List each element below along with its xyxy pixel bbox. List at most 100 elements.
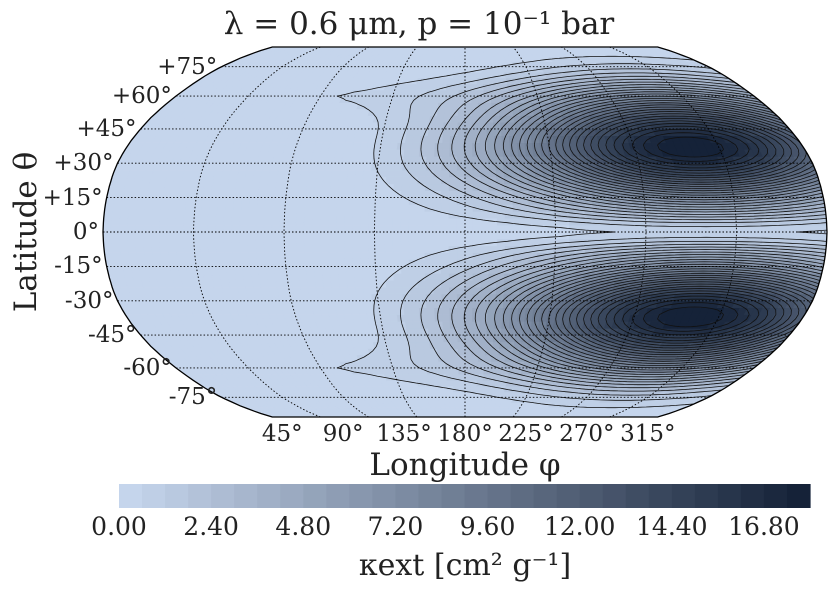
opacity-cell bbox=[392, 211, 402, 219]
opacity-cell bbox=[167, 238, 177, 247]
opacity-cell bbox=[540, 149, 550, 157]
opacity-cell bbox=[464, 396, 471, 403]
opacity-cell bbox=[553, 224, 562, 233]
opacity-cell bbox=[273, 266, 284, 274]
opacity-cell bbox=[312, 252, 322, 260]
opacity-cell bbox=[368, 211, 378, 219]
opacity-cell bbox=[386, 162, 396, 171]
opacity-cell bbox=[271, 224, 281, 233]
opacity-cell bbox=[295, 231, 305, 240]
opacity-cell bbox=[464, 176, 474, 185]
opacity-cell bbox=[436, 115, 445, 123]
opacity-cell bbox=[410, 300, 420, 309]
opacity-cell bbox=[409, 183, 419, 191]
opacity-cell bbox=[480, 272, 490, 281]
opacity-cell bbox=[686, 190, 697, 198]
opacity-cell bbox=[456, 169, 466, 178]
opacity-cell bbox=[223, 217, 233, 226]
opacity-cell bbox=[199, 217, 209, 226]
opacity-cell bbox=[719, 259, 730, 267]
opacity-cell bbox=[736, 204, 746, 212]
opacity-cell bbox=[370, 169, 380, 178]
opacity-cell bbox=[368, 238, 378, 247]
opacity-cell bbox=[296, 211, 306, 219]
opacity-cell bbox=[226, 272, 237, 281]
opacity-cell bbox=[360, 197, 370, 205]
opacity-cell bbox=[257, 190, 268, 198]
opacity-cell bbox=[446, 379, 454, 387]
opacity-cell bbox=[368, 197, 378, 205]
opacity-cell bbox=[267, 279, 278, 288]
opacity-cell bbox=[704, 252, 714, 260]
opacity-cell bbox=[248, 204, 258, 212]
opacity-cell bbox=[307, 169, 318, 178]
opacity-cell bbox=[360, 224, 369, 233]
opacity-cell bbox=[702, 266, 713, 274]
opacity-cell bbox=[257, 266, 268, 274]
opacity-cell bbox=[103, 217, 113, 226]
opacity-cell bbox=[423, 108, 432, 116]
opacity-cell bbox=[292, 286, 302, 295]
opacity-cell bbox=[504, 238, 514, 247]
opacity-cell bbox=[295, 217, 305, 226]
opacity-cell bbox=[441, 156, 451, 164]
opacity-cell bbox=[298, 272, 308, 281]
opacity-cell bbox=[151, 245, 161, 253]
opacity-cell bbox=[301, 293, 311, 302]
opacity-cell bbox=[408, 266, 418, 274]
opacity-cell bbox=[678, 190, 689, 198]
opacity-cell bbox=[242, 183, 253, 191]
opacity-cell bbox=[377, 266, 387, 274]
opacity-cell bbox=[456, 252, 466, 260]
opacity-cell bbox=[184, 197, 195, 205]
opacity-cell bbox=[697, 217, 707, 226]
opacity-cell bbox=[472, 190, 482, 198]
opacity-cell bbox=[478, 348, 487, 356]
opacity-cell bbox=[415, 115, 424, 123]
opacity-cell bbox=[541, 300, 551, 309]
opacity-cell bbox=[448, 176, 458, 185]
opacity-cell bbox=[346, 176, 356, 185]
opacity-cell bbox=[487, 162, 497, 171]
opacity-cell bbox=[296, 259, 307, 267]
opacity-cell bbox=[200, 204, 210, 212]
opacity-cell bbox=[424, 354, 433, 362]
opacity-cell bbox=[143, 245, 153, 253]
opacity-cell bbox=[408, 231, 418, 240]
opacity-cell bbox=[379, 300, 389, 309]
opacity-cell bbox=[151, 211, 161, 219]
opacity-cell bbox=[158, 231, 168, 240]
opacity-cell bbox=[712, 204, 722, 212]
opacity-cell bbox=[337, 183, 348, 191]
opacity-cell bbox=[167, 231, 176, 240]
opacity-cell bbox=[315, 286, 326, 295]
opacity-cell bbox=[488, 224, 498, 233]
opacity-cell bbox=[416, 266, 426, 274]
opacity-cell bbox=[448, 266, 458, 274]
opacity-cell bbox=[409, 272, 419, 281]
opacity-cell bbox=[193, 190, 204, 198]
opacity-cell bbox=[470, 385, 478, 393]
opacity-cell bbox=[301, 162, 311, 171]
opacity-cell bbox=[314, 279, 325, 288]
opacity-cell bbox=[167, 211, 177, 219]
opacity-cell bbox=[239, 211, 250, 219]
opacity-cell bbox=[419, 135, 429, 143]
opacity-cell bbox=[231, 245, 241, 253]
opacity-cell bbox=[664, 204, 674, 212]
opacity-cell bbox=[150, 231, 160, 240]
opacity-cell bbox=[448, 169, 458, 178]
opacity-cell bbox=[361, 272, 371, 281]
opacity-cell bbox=[425, 361, 434, 369]
opacity-cell bbox=[344, 217, 353, 226]
opacity-cell bbox=[247, 231, 257, 240]
opacity-cell bbox=[295, 224, 305, 233]
opacity-cell bbox=[552, 217, 562, 226]
opacity-cell bbox=[350, 307, 360, 315]
opacity-cell bbox=[709, 272, 719, 281]
opacity-cell bbox=[406, 334, 416, 343]
opacity-cell bbox=[391, 128, 401, 136]
opacity-cell bbox=[224, 252, 234, 260]
opacity-cell bbox=[535, 176, 545, 185]
opacity-cell bbox=[208, 197, 219, 205]
